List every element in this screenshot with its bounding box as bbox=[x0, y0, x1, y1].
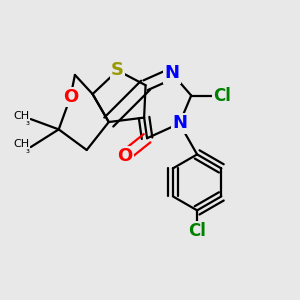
Text: S: S bbox=[111, 61, 124, 80]
Text: N: N bbox=[165, 64, 180, 82]
Text: ₃: ₃ bbox=[25, 145, 29, 155]
Text: CH: CH bbox=[13, 111, 29, 121]
Text: CH: CH bbox=[13, 139, 29, 149]
Text: O: O bbox=[63, 88, 78, 106]
Text: Cl: Cl bbox=[188, 222, 206, 240]
Text: Cl: Cl bbox=[213, 86, 231, 104]
Text: O: O bbox=[117, 147, 133, 165]
Text: ₃: ₃ bbox=[25, 117, 29, 127]
Text: N: N bbox=[172, 115, 187, 133]
